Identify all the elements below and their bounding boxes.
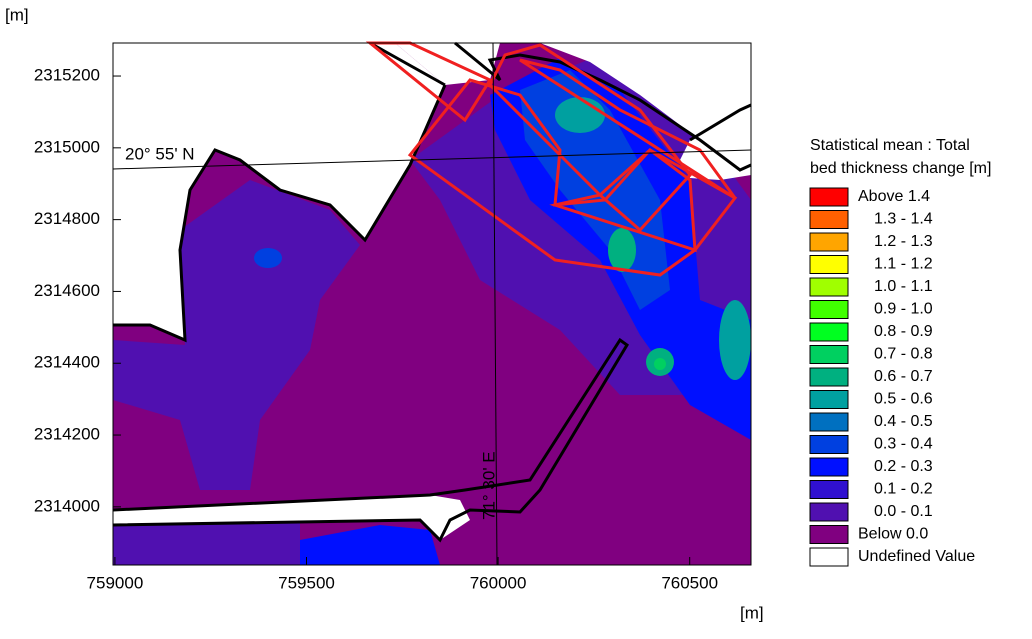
- legend-title: Statistical mean : Total: [810, 137, 970, 154]
- y-tick-label: 2314000: [34, 496, 100, 515]
- legend-label: 0.6 - 0.7: [874, 368, 933, 385]
- y-tick-label: 2315200: [34, 66, 100, 85]
- legend-swatch: [809, 367, 849, 387]
- legend-swatch: [809, 300, 849, 319]
- legend-swatch: [809, 322, 849, 342]
- y-tick-label: 2314400: [34, 353, 100, 372]
- longitude-line: [492, 42, 498, 566]
- legend-label: 1.3 - 1.4: [874, 211, 933, 228]
- legend-label: 0.7 - 0.8: [874, 346, 933, 363]
- legend-swatch: [809, 435, 849, 454]
- legend-label: Below 0.0: [858, 526, 928, 543]
- legend-swatch: [809, 232, 849, 252]
- legend-label: Above 1.4: [858, 188, 930, 205]
- y-unit: [m]: [5, 5, 29, 24]
- legend-swatch: [809, 457, 849, 477]
- map-field: [113, 43, 751, 565]
- legend-label: 0.5 - 0.6: [874, 391, 933, 408]
- legend-label: 1.0 - 1.1: [874, 278, 933, 295]
- legend-swatch: [809, 187, 849, 207]
- longitude-label: 71° 30' E: [479, 451, 498, 520]
- legend-swatch: [809, 277, 849, 297]
- latitude-label: 20° 55' N: [125, 144, 195, 163]
- legend-label: Undefined Value: [858, 548, 975, 565]
- legend-swatch: [809, 255, 849, 274]
- legend-label: 1.1 - 1.2: [874, 256, 933, 273]
- legend-swatch: [809, 390, 849, 409]
- legend-swatch: [809, 525, 849, 544]
- legend-label: 0.4 - 0.5: [874, 413, 933, 430]
- x-tick-label: 760500: [661, 573, 718, 592]
- legend-label: 0.0 - 0.1: [874, 503, 933, 520]
- legend-label: 0.2 - 0.3: [874, 458, 933, 475]
- legend-label: 0.8 - 0.9: [874, 323, 933, 340]
- x-tick-label: 760000: [470, 573, 527, 592]
- latitude-line: [112, 149, 752, 170]
- legend-title: bed thickness change [m]: [810, 160, 991, 177]
- legend-label: 0.1 - 0.2: [874, 481, 933, 498]
- plot-frame: [112, 42, 752, 566]
- y-tick-label: 2315000: [34, 137, 100, 156]
- legend-swatch: [809, 547, 849, 567]
- y-tick-label: 2314600: [34, 281, 100, 300]
- legend-label: 1.2 - 1.3: [874, 233, 933, 250]
- y-tick-label: 2314800: [34, 209, 100, 228]
- x-tick-label: 759000: [87, 573, 144, 592]
- legend-swatch: [809, 502, 849, 522]
- y-tick-label: 2314200: [34, 425, 100, 444]
- x-tick-label: 759500: [278, 573, 335, 592]
- legend-swatch: [809, 210, 849, 229]
- legend-swatch: [809, 480, 849, 499]
- coastline: [112, 41, 752, 543]
- legend-swatch: [809, 412, 849, 432]
- legend-swatch: [809, 345, 849, 364]
- legend-label: 0.9 - 1.0: [874, 301, 933, 318]
- legend-label: 0.3 - 0.4: [874, 436, 933, 453]
- x-unit: [m]: [740, 603, 764, 622]
